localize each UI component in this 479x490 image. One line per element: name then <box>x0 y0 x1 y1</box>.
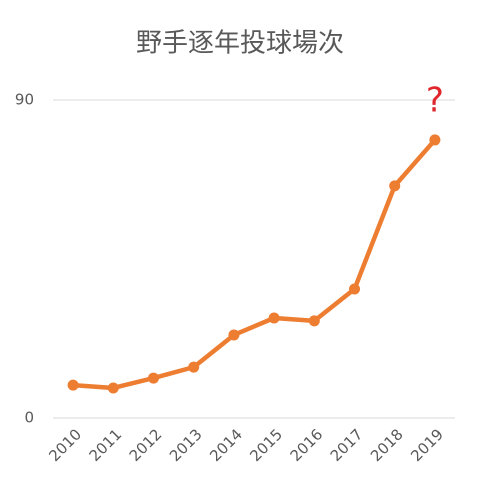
data-point <box>308 315 320 327</box>
data-point <box>107 382 119 394</box>
data-point <box>67 379 79 391</box>
y-tick-label: 90 <box>15 91 34 109</box>
y-tick-label: 0 <box>24 409 34 427</box>
x-tick-label: 2010 <box>45 425 85 465</box>
data-point <box>389 180 401 192</box>
x-tick-label: 2013 <box>166 425 206 465</box>
data-point <box>188 361 200 373</box>
data-point <box>429 134 441 146</box>
x-tick-label: 2012 <box>126 425 166 465</box>
annotation: ? <box>426 80 444 120</box>
data-point <box>268 312 280 324</box>
x-tick-label: 2017 <box>327 425 367 465</box>
x-tick-label: 2014 <box>206 425 246 465</box>
data-point <box>148 372 159 384</box>
data-point <box>349 283 360 295</box>
x-tick-label: 2011 <box>86 425 126 465</box>
chart-title: 野手逐年投球場次 <box>136 29 344 59</box>
x-tick-label: 2016 <box>287 425 327 465</box>
x-tick-label: 2015 <box>246 425 286 465</box>
series-line <box>72 138 437 391</box>
x-tick-label: 2019 <box>407 425 447 465</box>
x-tick-label: 2018 <box>367 425 407 465</box>
data-point <box>228 329 240 341</box>
